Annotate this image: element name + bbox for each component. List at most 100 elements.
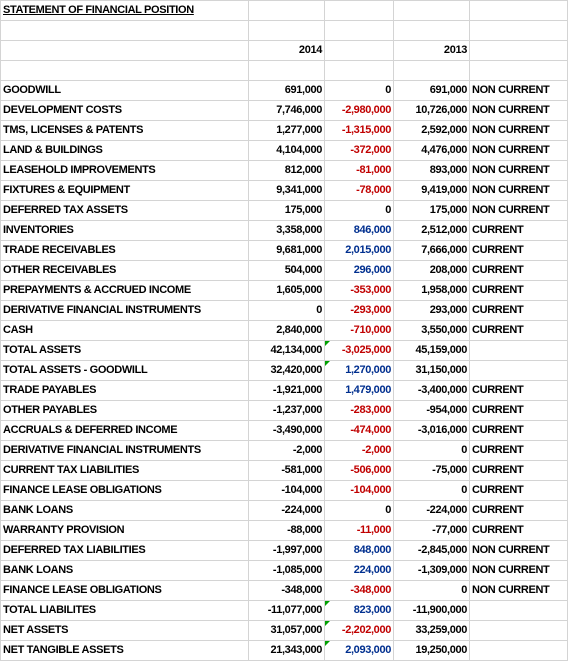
value-change[interactable]: -104,000 <box>324 480 394 501</box>
asset-classification[interactable]: NON CURRENT <box>469 180 568 201</box>
value-change[interactable]: -474,000 <box>324 420 394 441</box>
asset-classification[interactable] <box>469 640 568 661</box>
asset-classification[interactable]: CURRENT <box>469 500 568 521</box>
value-change[interactable]: -348,000 <box>324 580 394 601</box>
row-label[interactable]: PREPAYMENTS & ACCRUED INCOME <box>0 280 249 301</box>
value-change[interactable]: -293,000 <box>324 300 394 321</box>
value-2013[interactable]: 9,419,000 <box>393 180 470 201</box>
asset-classification[interactable] <box>469 340 568 361</box>
value-2014[interactable]: -1,237,000 <box>248 400 325 421</box>
empty-cell[interactable] <box>0 40 249 61</box>
asset-classification[interactable]: CURRENT <box>469 420 568 441</box>
row-label[interactable]: NET TANGIBLE ASSETS <box>0 640 249 661</box>
value-2014[interactable]: -348,000 <box>248 580 325 601</box>
value-change[interactable]: -353,000 <box>324 280 394 301</box>
value-2013[interactable]: 691,000 <box>393 80 470 101</box>
value-change[interactable]: -283,000 <box>324 400 394 421</box>
value-change[interactable]: -2,980,000 <box>324 100 394 121</box>
value-2013[interactable]: 2,512,000 <box>393 220 470 241</box>
value-2014[interactable]: 21,343,000 <box>248 640 325 661</box>
value-2013[interactable]: 10,726,000 <box>393 100 470 121</box>
asset-classification[interactable]: NON CURRENT <box>469 200 568 221</box>
row-label[interactable]: INVENTORIES <box>0 220 249 241</box>
empty-cell[interactable] <box>469 20 568 41</box>
asset-classification[interactable]: CURRENT <box>469 480 568 501</box>
asset-classification[interactable] <box>469 620 568 641</box>
row-label[interactable]: LAND & BUILDINGS <box>0 140 249 161</box>
row-label[interactable]: LEASEHOLD IMPROVEMENTS <box>0 160 249 181</box>
value-2013[interactable]: -75,000 <box>393 460 470 481</box>
value-change[interactable]: 224,000 <box>324 560 394 581</box>
row-label[interactable]: DERIVATIVE FINANCIAL INSTRUMENTS <box>0 440 249 461</box>
asset-classification[interactable]: CURRENT <box>469 460 568 481</box>
row-label[interactable]: TOTAL ASSETS - GOODWILL <box>0 360 249 381</box>
empty-cell[interactable] <box>393 0 470 21</box>
value-2014[interactable]: -224,000 <box>248 500 325 521</box>
empty-cell[interactable] <box>324 20 394 41</box>
value-2013[interactable]: 893,000 <box>393 160 470 181</box>
empty-cell[interactable] <box>469 40 568 61</box>
asset-classification[interactable]: NON CURRENT <box>469 120 568 141</box>
row-label[interactable]: BANK LOANS <box>0 500 249 521</box>
value-2014[interactable]: 9,681,000 <box>248 240 325 261</box>
asset-classification[interactable] <box>469 360 568 381</box>
asset-classification[interactable]: CURRENT <box>469 240 568 261</box>
value-2014[interactable]: 691,000 <box>248 80 325 101</box>
value-change[interactable]: -710,000 <box>324 320 394 341</box>
row-label[interactable]: TOTAL ASSETS <box>0 340 249 361</box>
asset-classification[interactable]: CURRENT <box>469 440 568 461</box>
value-2014[interactable]: -88,000 <box>248 520 325 541</box>
row-label[interactable]: WARRANTY PROVISION <box>0 520 249 541</box>
value-change[interactable]: 1,270,000 <box>324 360 394 381</box>
value-2013[interactable]: -77,000 <box>393 520 470 541</box>
value-2013[interactable]: 19,250,000 <box>393 640 470 661</box>
value-2014[interactable]: -3,490,000 <box>248 420 325 441</box>
value-change[interactable]: 846,000 <box>324 220 394 241</box>
value-2013[interactable]: -3,016,000 <box>393 420 470 441</box>
value-2013[interactable]: -954,000 <box>393 400 470 421</box>
value-2014[interactable]: 175,000 <box>248 200 325 221</box>
row-label[interactable]: OTHER RECEIVABLES <box>0 260 249 281</box>
value-change[interactable]: -81,000 <box>324 160 394 181</box>
row-label[interactable]: TRADE RECEIVABLES <box>0 240 249 261</box>
row-label[interactable]: DEVELOPMENT COSTS <box>0 100 249 121</box>
asset-classification[interactable]: CURRENT <box>469 220 568 241</box>
asset-classification[interactable]: CURRENT <box>469 520 568 541</box>
value-2013[interactable]: 0 <box>393 480 470 501</box>
value-2013[interactable]: -11,900,000 <box>393 600 470 621</box>
value-2014[interactable]: 2,840,000 <box>248 320 325 341</box>
value-2014[interactable]: -1,997,000 <box>248 540 325 561</box>
empty-cell[interactable] <box>469 60 568 81</box>
asset-classification[interactable]: CURRENT <box>469 280 568 301</box>
asset-classification[interactable]: CURRENT <box>469 400 568 421</box>
year-2013-header[interactable]: 2013 <box>393 40 470 61</box>
value-2014[interactable]: 9,341,000 <box>248 180 325 201</box>
asset-classification[interactable]: NON CURRENT <box>469 160 568 181</box>
value-change[interactable]: 0 <box>324 500 394 521</box>
value-2014[interactable]: 0 <box>248 300 325 321</box>
value-change[interactable]: 2,093,000 <box>324 640 394 661</box>
value-2014[interactable]: -1,085,000 <box>248 560 325 581</box>
value-2013[interactable]: 33,259,000 <box>393 620 470 641</box>
value-change[interactable]: 0 <box>324 200 394 221</box>
empty-cell[interactable] <box>393 20 470 41</box>
value-change[interactable]: 823,000 <box>324 600 394 621</box>
value-2014[interactable]: 32,420,000 <box>248 360 325 381</box>
value-2013[interactable]: -3,400,000 <box>393 380 470 401</box>
value-2014[interactable]: 1,277,000 <box>248 120 325 141</box>
value-2014[interactable]: -581,000 <box>248 460 325 481</box>
row-label[interactable]: TOTAL LIABILITES <box>0 600 249 621</box>
empty-cell[interactable] <box>0 20 249 41</box>
value-2013[interactable]: -2,845,000 <box>393 540 470 561</box>
asset-classification[interactable]: CURRENT <box>469 260 568 281</box>
value-2014[interactable]: -104,000 <box>248 480 325 501</box>
row-label[interactable]: ACCRUALS & DEFERRED INCOME <box>0 420 249 441</box>
empty-cell[interactable] <box>324 0 394 21</box>
value-2013[interactable]: -1,309,000 <box>393 560 470 581</box>
value-2013[interactable]: 175,000 <box>393 200 470 221</box>
value-2013[interactable]: 0 <box>393 440 470 461</box>
value-2014[interactable]: 812,000 <box>248 160 325 181</box>
value-2013[interactable]: 208,000 <box>393 260 470 281</box>
value-2013[interactable]: 293,000 <box>393 300 470 321</box>
value-change[interactable]: 0 <box>324 80 394 101</box>
